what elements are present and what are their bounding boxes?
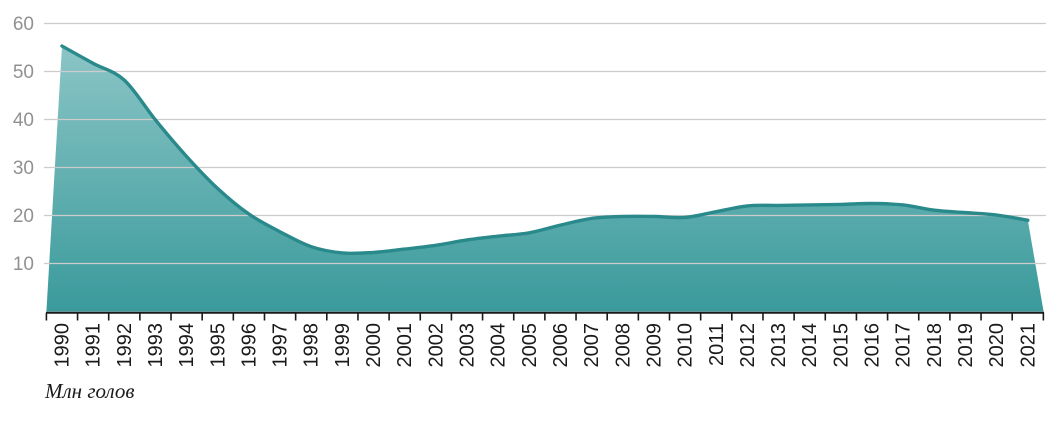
x-tick-label: 2017 [893, 323, 915, 368]
x-tick-label: 2009 [643, 323, 665, 368]
y-tick-label: 10 [13, 254, 34, 275]
x-tick-label: 1998 [301, 323, 323, 368]
x-tick-label: 1995 [207, 323, 229, 368]
x-tick-label: 1999 [332, 323, 354, 368]
y-axis-unit-label: Млн голов [45, 379, 135, 403]
x-tick-label: 1993 [145, 323, 167, 368]
x-tick-label: 1992 [114, 323, 136, 368]
y-tick-label: 30 [13, 158, 34, 179]
x-tick-label: 2004 [488, 323, 510, 368]
x-tick-label: 2020 [986, 323, 1008, 368]
x-tick-label: 2010 [675, 323, 697, 368]
x-tick-label: 2018 [924, 323, 946, 368]
x-tick-label: 2021 [1017, 323, 1039, 368]
x-tick-label: 1990 [52, 323, 74, 368]
x-tick-label: 2016 [862, 323, 884, 368]
x-tick-label: 2001 [394, 323, 416, 368]
x-tick-label: 2012 [737, 323, 759, 368]
x-tick-label: 1994 [176, 323, 198, 368]
x-tick-label: 2000 [363, 323, 385, 368]
x-tick-label: 2007 [581, 323, 603, 368]
area-line [60, 44, 1030, 256]
x-tick-label: 2011 [706, 323, 728, 366]
x-tick-label: 2003 [457, 323, 479, 368]
area-fill [46, 46, 1044, 312]
y-tick-label: 50 [13, 62, 34, 83]
y-tick-label: 40 [13, 110, 34, 131]
y-tick-label: 60 [13, 14, 34, 35]
x-tick-label: 2008 [612, 323, 634, 368]
x-tick-label: 2019 [955, 323, 977, 368]
x-tick-label: 2015 [830, 323, 852, 368]
x-tick-label: 2005 [519, 323, 541, 368]
y-tick-label: 20 [13, 206, 34, 227]
x-tick-label: 1991 [83, 323, 105, 368]
x-tick-label: 2013 [768, 323, 790, 368]
x-tick-label: 2002 [425, 323, 447, 368]
x-tick-label: 1997 [270, 323, 292, 368]
x-tick-label: 2014 [799, 323, 821, 368]
x-tick-label: 2006 [550, 323, 572, 368]
x-tick-label: 1996 [238, 323, 260, 368]
